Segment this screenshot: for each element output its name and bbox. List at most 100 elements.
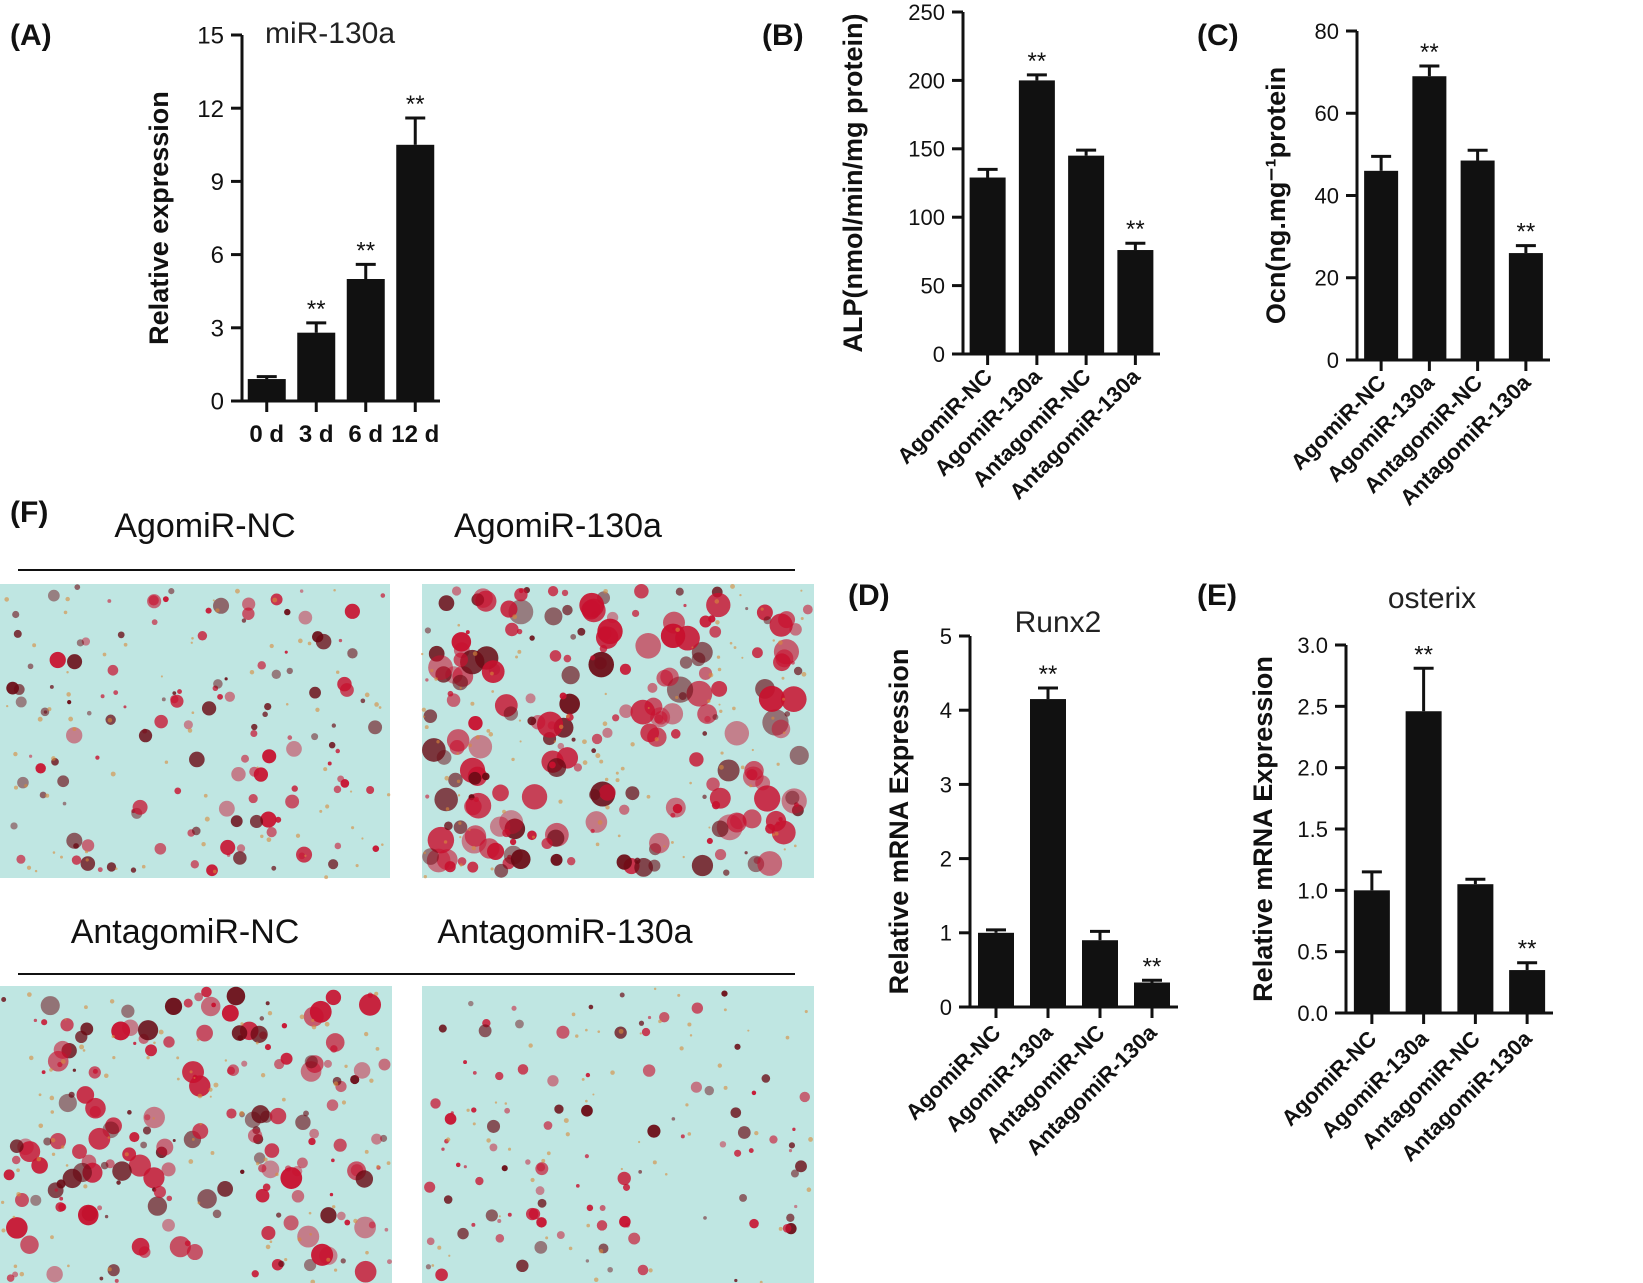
stain-speck [604, 777, 609, 782]
stain-speck [353, 1218, 358, 1224]
stain-speck [445, 807, 450, 811]
stain-speck [615, 778, 620, 783]
stain-nodule [107, 599, 112, 603]
y-tick-label: 12 [197, 96, 224, 123]
stain-speck [365, 1250, 369, 1255]
stain-nodule [422, 848, 439, 865]
y-axis-label: ALP(nmol/min/mg protein) [838, 14, 868, 353]
stain-speck [341, 1100, 347, 1105]
stain-speck [751, 748, 754, 752]
stain-nodule [547, 758, 567, 778]
stain-speck [687, 1022, 692, 1027]
stain-nodule [266, 827, 277, 838]
stain-nodule [95, 755, 100, 760]
bar [1030, 699, 1066, 1007]
stain-speck [386, 793, 391, 797]
stain-speck [741, 656, 744, 659]
stain-nodule [47, 589, 60, 602]
stain-nodule [577, 627, 586, 636]
stain-speck [224, 1059, 228, 1062]
stain-nodule [543, 1121, 553, 1130]
stain-speck [351, 826, 355, 830]
bar [1134, 982, 1170, 1007]
stain-nodule [444, 861, 456, 873]
stain-nodule [599, 784, 616, 801]
stain-nodule [111, 1021, 131, 1041]
stain-nodule [6, 1274, 15, 1282]
stain-nodule [304, 1258, 317, 1272]
stain-nodule [121, 1019, 139, 1037]
stain-nodule [744, 851, 748, 855]
stain-nodule [640, 723, 660, 743]
stain-nodule [280, 1167, 303, 1189]
stain-nodule [706, 592, 731, 618]
y-axis-label: Ocn(ng.mg⁻¹protein [1261, 67, 1291, 324]
stain-speck [215, 608, 220, 613]
stain-nodule [54, 1188, 59, 1192]
stain-nodule [660, 667, 679, 687]
y-tick-label: 20 [1315, 266, 1339, 291]
stain-speck [585, 1099, 588, 1103]
stain-nodule [561, 589, 569, 597]
stain-nodule [49, 651, 66, 669]
stain-nodule [497, 1218, 502, 1223]
stain-nodule [183, 998, 193, 1008]
stain-nodule [35, 763, 46, 774]
stain-nodule [1, 997, 7, 1002]
stain-speck [67, 1264, 70, 1268]
stain-nodule [100, 694, 105, 699]
stain-nodule [212, 597, 230, 614]
stain-nodule [659, 1012, 670, 1023]
stain-speck [50, 1137, 56, 1143]
stain-speck [800, 589, 803, 592]
bar [1457, 884, 1494, 1013]
stain-speck [51, 756, 56, 761]
stain-nodule [434, 787, 458, 812]
stain-nodule [544, 607, 563, 626]
stain-nodule [131, 1237, 150, 1256]
stain-nodule [97, 867, 103, 873]
stain-nodule [72, 1068, 77, 1072]
stain-nodule [242, 607, 255, 620]
stain-nodule [163, 1036, 175, 1048]
stain-nodule [74, 584, 81, 590]
stain-speck [472, 651, 478, 656]
stain-speck [498, 1215, 501, 1218]
stain-nodule [112, 1161, 132, 1181]
stain-nodule [723, 869, 730, 876]
stain-speck [599, 759, 604, 764]
y-tick-label: 150 [908, 137, 945, 162]
stain-speck [51, 1152, 56, 1156]
stain-speck [421, 707, 426, 712]
stain-speck [558, 799, 563, 804]
stain-nodule [473, 588, 493, 608]
stain-nodule [672, 803, 683, 814]
stain-nodule [129, 1131, 140, 1143]
stain-nodule [711, 680, 728, 697]
stain-speck [32, 643, 37, 648]
stain-nodule [585, 1072, 591, 1078]
stain-speck [466, 1108, 470, 1112]
stain-speck [16, 1191, 21, 1197]
stain-nodule [271, 669, 281, 680]
stain-nodule [67, 700, 72, 705]
stain-nodule [581, 600, 601, 620]
stain-nodule [145, 1044, 158, 1057]
stain-nodule [754, 785, 781, 812]
stain-nodule [802, 604, 813, 615]
significance-mark: ** [406, 91, 425, 118]
stain-nodule [312, 631, 324, 643]
stain-speck [445, 1137, 451, 1142]
category-label: 12 d [391, 421, 439, 448]
stain-speck [49, 1095, 55, 1101]
stain-speck [771, 716, 775, 720]
stain-speck [141, 864, 146, 869]
stain-nodule [194, 992, 204, 1002]
stain-nodule [384, 1227, 389, 1232]
stain-speck [682, 855, 685, 859]
stain-speck [491, 690, 495, 693]
stain-nodule [782, 1223, 792, 1233]
category-label: 3 d [299, 421, 334, 448]
stain-speck [123, 642, 128, 647]
stain-nodule [514, 588, 528, 602]
